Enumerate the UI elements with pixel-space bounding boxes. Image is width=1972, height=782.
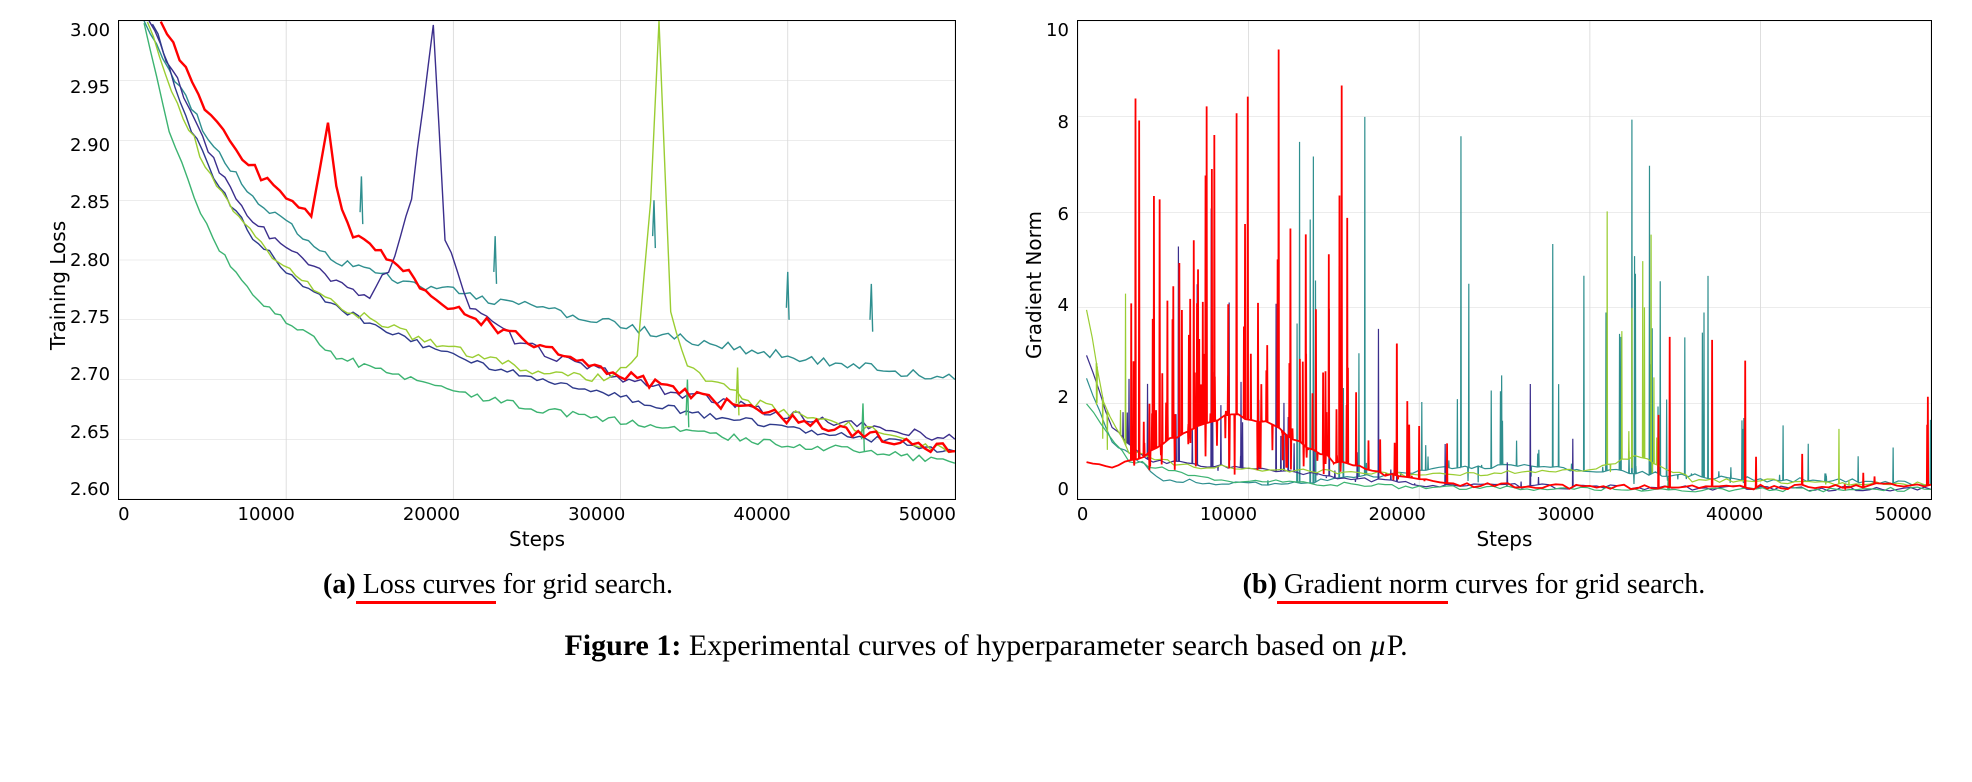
panel-b-xticks: 0 10000 20000 30000 40000 50000 bbox=[1077, 504, 1932, 525]
tick-label: 8 bbox=[1057, 112, 1068, 133]
panel-b-caption-rest: curves for grid search. bbox=[1448, 569, 1705, 600]
series-line bbox=[144, 23, 955, 463]
panel-a-caption-underlined: Loss curves bbox=[356, 569, 496, 604]
panel-a-chart-block: Training Loss 3.00 2.95 2.90 2.85 2.80 2.75 2.… bbox=[40, 20, 956, 551]
tick-label: 2.60 bbox=[70, 479, 110, 500]
tick-label: 0 bbox=[118, 504, 129, 525]
tick-label: 2.70 bbox=[70, 364, 110, 385]
tick-label: 2.95 bbox=[70, 77, 110, 98]
tick-label: 20000 bbox=[403, 504, 460, 525]
loss-svg bbox=[119, 21, 955, 499]
panel-b-caption: (b) Gradient norm curves for grid search… bbox=[1243, 569, 1706, 601]
figure-container: Training Loss 3.00 2.95 2.90 2.85 2.80 2.75 2.… bbox=[40, 20, 1932, 663]
tick-label: 50000 bbox=[1875, 504, 1932, 525]
tick-label: 2.65 bbox=[70, 422, 110, 443]
series-line bbox=[149, 21, 955, 440]
tick-label: 30000 bbox=[1537, 504, 1594, 525]
figure-caption-tag: Figure 1: bbox=[564, 629, 681, 662]
panel-b: Gradient Norm 10 8 6 4 2 0 0 10000 20000 30000 40… bbox=[1016, 20, 1932, 601]
panel-a-caption-rest: for grid search. bbox=[496, 569, 673, 600]
tick-label: 2.80 bbox=[70, 250, 110, 271]
tick-label: 40000 bbox=[733, 504, 790, 525]
tick-label: 2.85 bbox=[70, 192, 110, 213]
panel-a-xticks: 0 10000 20000 30000 40000 50000 bbox=[118, 504, 956, 525]
panel-b-caption-underlined: Gradient norm bbox=[1277, 569, 1448, 604]
panel-a-xlabel: Steps bbox=[118, 527, 956, 551]
panels-row: Training Loss 3.00 2.95 2.90 2.85 2.80 2.75 2.… bbox=[40, 20, 1932, 601]
tick-label: 0 bbox=[1077, 504, 1088, 525]
tick-label: 0 bbox=[1057, 479, 1068, 500]
tick-label: 30000 bbox=[568, 504, 625, 525]
grad-svg bbox=[1078, 21, 1931, 499]
tick-label: 40000 bbox=[1706, 504, 1763, 525]
panel-a-ylabel: Training Loss bbox=[40, 20, 70, 551]
tick-label: 10 bbox=[1046, 20, 1069, 41]
tick-label: 3.00 bbox=[70, 20, 110, 41]
tick-label: 20000 bbox=[1369, 504, 1426, 525]
panel-a: Training Loss 3.00 2.95 2.90 2.85 2.80 2.75 2.… bbox=[40, 20, 956, 601]
series-line bbox=[161, 22, 955, 452]
panel-a-yticks: 3.00 2.95 2.90 2.85 2.80 2.75 2.70 2.65 2.60 bbox=[70, 20, 118, 500]
panel-a-caption: (a) Loss curves for grid search. bbox=[323, 569, 673, 601]
panel-b-yticks: 10 8 6 4 2 0 bbox=[1046, 20, 1077, 500]
figure-caption-text2: P. bbox=[1387, 629, 1408, 662]
panel-b-chart-block: Gradient Norm 10 8 6 4 2 0 0 10000 20000 30000 40… bbox=[1016, 20, 1932, 551]
tick-label: 2.90 bbox=[70, 135, 110, 156]
panel-a-plot bbox=[118, 20, 956, 500]
tick-label: 10000 bbox=[238, 504, 295, 525]
panel-b-plot bbox=[1077, 20, 1932, 500]
panel-b-xlabel: Steps bbox=[1077, 527, 1932, 551]
tick-label: 10000 bbox=[1200, 504, 1257, 525]
tick-label: 50000 bbox=[899, 504, 956, 525]
tick-label: 6 bbox=[1057, 204, 1068, 225]
panel-b-caption-tag: (b) bbox=[1243, 569, 1277, 600]
panel-a-caption-tag: (a) bbox=[323, 569, 356, 600]
figure-caption-text1: Experimental curves of hyperparameter se… bbox=[681, 629, 1369, 662]
tick-label: 2.75 bbox=[70, 307, 110, 328]
tick-label: 2 bbox=[1057, 387, 1068, 408]
panel-b-ylabel: Gradient Norm bbox=[1016, 20, 1046, 551]
figure-caption-mu: µ bbox=[1369, 629, 1386, 662]
figure-caption: Figure 1: Experimental curves of hyperpa… bbox=[40, 629, 1932, 663]
tick-label: 4 bbox=[1057, 295, 1068, 316]
